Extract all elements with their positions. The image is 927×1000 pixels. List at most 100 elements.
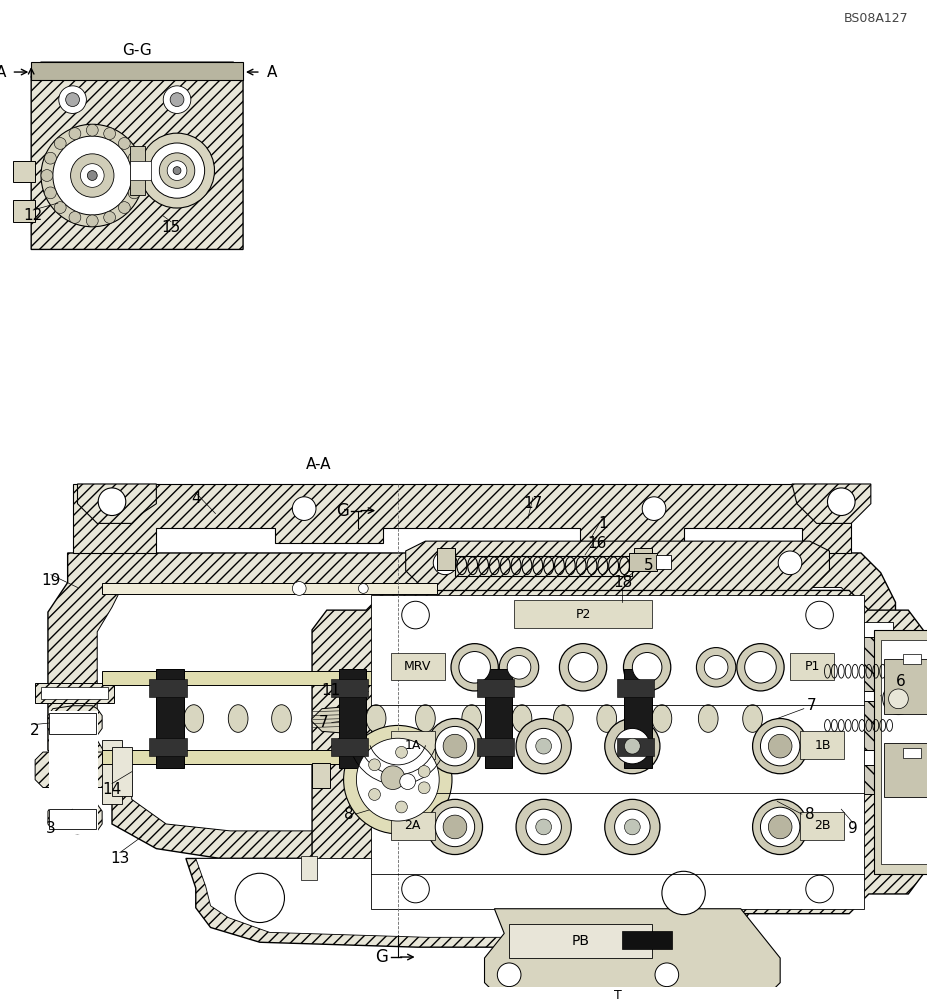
Circle shape [87, 171, 97, 180]
Circle shape [427, 719, 482, 774]
Text: 1: 1 [597, 516, 607, 531]
Circle shape [497, 963, 520, 987]
Circle shape [623, 644, 670, 691]
Text: G: G [375, 948, 388, 966]
Bar [858, 622, 892, 780]
Bar [149, 738, 186, 756]
Circle shape [119, 202, 130, 213]
Bar [330, 738, 368, 756]
Polygon shape [405, 541, 829, 590]
Text: BS08A127: BS08A127 [843, 12, 908, 25]
Circle shape [526, 728, 561, 764]
Circle shape [132, 170, 144, 181]
Circle shape [443, 734, 466, 758]
Bar [156, 669, 184, 768]
Circle shape [559, 644, 606, 691]
Text: 18: 18 [612, 575, 631, 590]
Ellipse shape [652, 705, 671, 732]
Circle shape [173, 167, 181, 175]
Bar [102, 583, 437, 594]
Text: 9: 9 [847, 821, 857, 836]
Bar [799, 731, 844, 759]
Text: 19: 19 [41, 573, 60, 588]
Bar [390, 653, 445, 680]
Bar [130, 146, 145, 195]
Text: 7: 7 [319, 715, 328, 730]
Ellipse shape [415, 705, 435, 732]
Ellipse shape [272, 705, 291, 732]
Circle shape [395, 746, 407, 758]
Text: PB: PB [571, 934, 590, 948]
Text: 7: 7 [806, 698, 816, 713]
Circle shape [535, 819, 551, 835]
Bar [390, 812, 435, 840]
Circle shape [695, 648, 735, 687]
Text: A: A [0, 65, 6, 80]
Text: G-G: G-G [121, 43, 151, 58]
Circle shape [604, 719, 659, 774]
Text: 1A: 1A [404, 739, 420, 752]
Circle shape [661, 871, 705, 915]
Text: P2: P2 [575, 608, 590, 621]
Bar [49, 809, 96, 829]
Circle shape [427, 799, 482, 855]
Bar [799, 812, 844, 840]
Circle shape [654, 963, 678, 987]
Polygon shape [484, 909, 780, 993]
Circle shape [139, 133, 214, 208]
Bar [41, 687, 108, 699]
Circle shape [515, 799, 571, 855]
Bar [880, 640, 927, 864]
Circle shape [235, 873, 285, 923]
Bar [622, 931, 671, 949]
Polygon shape [311, 707, 346, 733]
Circle shape [526, 809, 561, 845]
Polygon shape [791, 484, 870, 523]
Circle shape [170, 93, 184, 107]
Bar [338, 669, 366, 768]
Circle shape [343, 725, 451, 834]
Circle shape [55, 138, 66, 149]
Bar [49, 711, 98, 834]
Bar [873, 630, 927, 874]
Circle shape [614, 809, 650, 845]
Bar [35, 683, 114, 703]
Circle shape [433, 551, 456, 575]
Text: 2A: 2A [404, 819, 420, 832]
Text: 4: 4 [191, 491, 200, 506]
Text: G: G [336, 502, 349, 520]
Circle shape [53, 136, 132, 215]
Circle shape [507, 655, 530, 679]
Circle shape [167, 161, 186, 180]
Circle shape [604, 799, 659, 855]
Circle shape [631, 653, 661, 682]
Circle shape [778, 551, 801, 575]
Ellipse shape [462, 705, 481, 732]
Circle shape [44, 187, 57, 199]
Polygon shape [78, 484, 156, 523]
Bar [478, 856, 494, 880]
Text: 13: 13 [110, 851, 130, 866]
Circle shape [768, 815, 791, 839]
Text: 1B: 1B [813, 739, 830, 752]
Bar [390, 731, 435, 759]
Bar [820, 637, 897, 691]
Bar [476, 679, 514, 697]
Circle shape [805, 601, 832, 629]
Circle shape [759, 807, 799, 847]
Circle shape [401, 875, 429, 903]
Bar [484, 669, 512, 768]
Circle shape [44, 152, 57, 164]
Circle shape [418, 766, 429, 777]
Text: A: A [266, 65, 277, 80]
Ellipse shape [596, 705, 616, 732]
Circle shape [70, 154, 114, 197]
Text: 12: 12 [23, 208, 43, 223]
Circle shape [418, 782, 429, 794]
Bar [112, 747, 132, 796]
Bar [789, 653, 833, 680]
Polygon shape [48, 553, 895, 858]
Text: 2: 2 [31, 723, 40, 738]
Circle shape [435, 807, 474, 847]
Circle shape [805, 875, 832, 903]
